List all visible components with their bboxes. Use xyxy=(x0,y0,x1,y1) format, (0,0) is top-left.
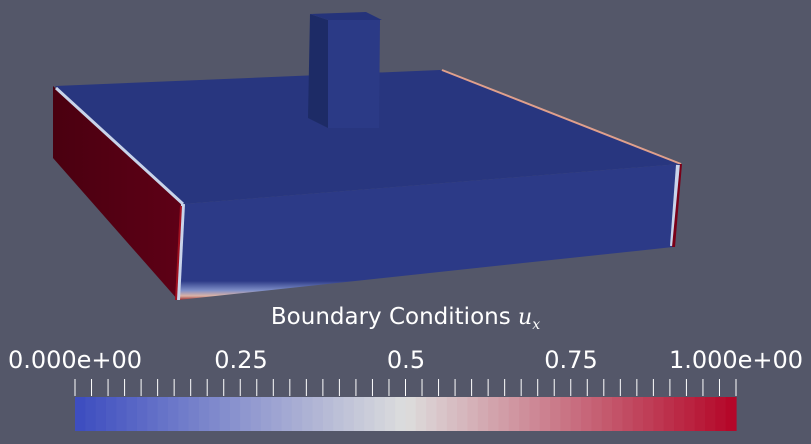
colorbar-cell xyxy=(157,397,169,431)
slab-front-right-stripe xyxy=(670,164,680,247)
colorbar-title-symbol: u xyxy=(518,305,533,330)
colorbar-cell xyxy=(684,397,696,431)
colorbar-cell xyxy=(498,397,510,431)
slab-back-edge xyxy=(441,69,682,165)
colorbar-cell xyxy=(550,397,562,431)
colorbar-cell xyxy=(653,397,665,431)
colorbar-cell xyxy=(364,397,376,431)
colorbar-tick-label: 0.000e+00 xyxy=(7,346,143,374)
slab-front-face xyxy=(178,164,680,300)
colorbar-cell xyxy=(384,397,396,431)
slab-left-face xyxy=(53,86,183,300)
colorbar-cell xyxy=(374,397,386,431)
colorbar-cell xyxy=(415,397,427,431)
colorbar-tick-label: 0.25 xyxy=(214,346,268,374)
colorbar-cell xyxy=(674,397,685,431)
colorbar-gradient xyxy=(75,397,737,431)
colorbar-cell xyxy=(126,397,138,431)
colorbar-cell xyxy=(353,397,365,431)
colorbar-cell xyxy=(188,397,200,431)
slab-left-edge xyxy=(54,86,185,206)
colorbar-cell xyxy=(560,397,572,431)
colorbar-cell xyxy=(333,397,345,431)
colorbar-cell xyxy=(643,397,654,431)
colorbar-cell xyxy=(426,397,438,431)
colorbar-cell xyxy=(436,397,448,431)
colorbar-cell xyxy=(260,397,272,431)
colorbar-cell xyxy=(116,397,128,431)
colorbar-title-subscript: x xyxy=(532,317,541,333)
slab-right-corner xyxy=(672,164,682,247)
colorbar-cell xyxy=(705,397,716,431)
column-front-face xyxy=(328,20,380,128)
colorbar-cell xyxy=(281,397,293,431)
colorbar-cell xyxy=(95,397,107,431)
colorbar-cell xyxy=(715,397,727,431)
colorbar-cell xyxy=(271,397,283,431)
colorbar-cell xyxy=(291,397,303,431)
3d-model-viewport[interactable] xyxy=(0,0,811,300)
colorbar-cell xyxy=(395,397,407,431)
colorbar-cell xyxy=(209,397,221,431)
colorbar-cell xyxy=(178,397,190,431)
colorbar-cell xyxy=(632,397,644,431)
colorbar-cell xyxy=(663,397,675,431)
colorbar-cell xyxy=(446,397,458,431)
colorbar-cell xyxy=(694,397,706,431)
colorbar-cell xyxy=(591,397,603,431)
colorbar-cell xyxy=(570,397,582,431)
colorbar-cell xyxy=(477,397,489,431)
slab-top-face xyxy=(55,70,680,204)
column-top-face xyxy=(310,12,382,20)
colorbar-cell xyxy=(612,397,623,431)
colorbar-cell xyxy=(725,397,737,431)
colorbar-cell xyxy=(250,397,262,431)
slab-front-left-red xyxy=(175,205,182,300)
colorbar-cell xyxy=(343,397,355,431)
colorbar-tick-label: 0.75 xyxy=(544,346,598,374)
colorbar-cell xyxy=(519,397,531,431)
colorbar-cell xyxy=(229,397,241,431)
colorbar-cell xyxy=(219,397,231,431)
slab-front-left-stripe xyxy=(176,203,185,300)
colorbar-cell xyxy=(601,397,613,431)
colorbar-cell xyxy=(105,397,117,431)
colorbar-cell xyxy=(147,397,159,431)
colorbar-title-text: Boundary Conditions xyxy=(270,304,519,330)
colorbar-title: Boundary Conditions ux xyxy=(0,302,811,335)
colorbar-cell xyxy=(302,397,314,431)
colorbar-cell xyxy=(488,397,500,431)
colorbar-cell xyxy=(312,397,324,431)
column-left-face xyxy=(308,14,328,128)
colorbar-cell xyxy=(240,397,252,431)
colorbar-tick-label: 0.5 xyxy=(386,346,426,374)
colorbar-tick-label: 1.000e+00 xyxy=(668,346,804,374)
colorbar-cell xyxy=(75,397,86,431)
colorbar-cell xyxy=(539,397,551,431)
colorbar-cell xyxy=(85,397,97,431)
colorbar-cell xyxy=(529,397,541,431)
colorbar-cell xyxy=(467,397,479,431)
colorbar-cell xyxy=(508,397,520,431)
colorbar-cell xyxy=(136,397,148,431)
colorbar-cell xyxy=(581,397,593,431)
colorbar-cell xyxy=(405,397,417,431)
colorbar-cell xyxy=(457,397,469,431)
colorbar-ticks xyxy=(74,379,737,396)
colorbar-cell xyxy=(167,397,179,431)
colorbar-cell xyxy=(198,397,210,431)
colorbar-cell xyxy=(322,397,334,431)
colorbar-cell xyxy=(622,397,634,431)
